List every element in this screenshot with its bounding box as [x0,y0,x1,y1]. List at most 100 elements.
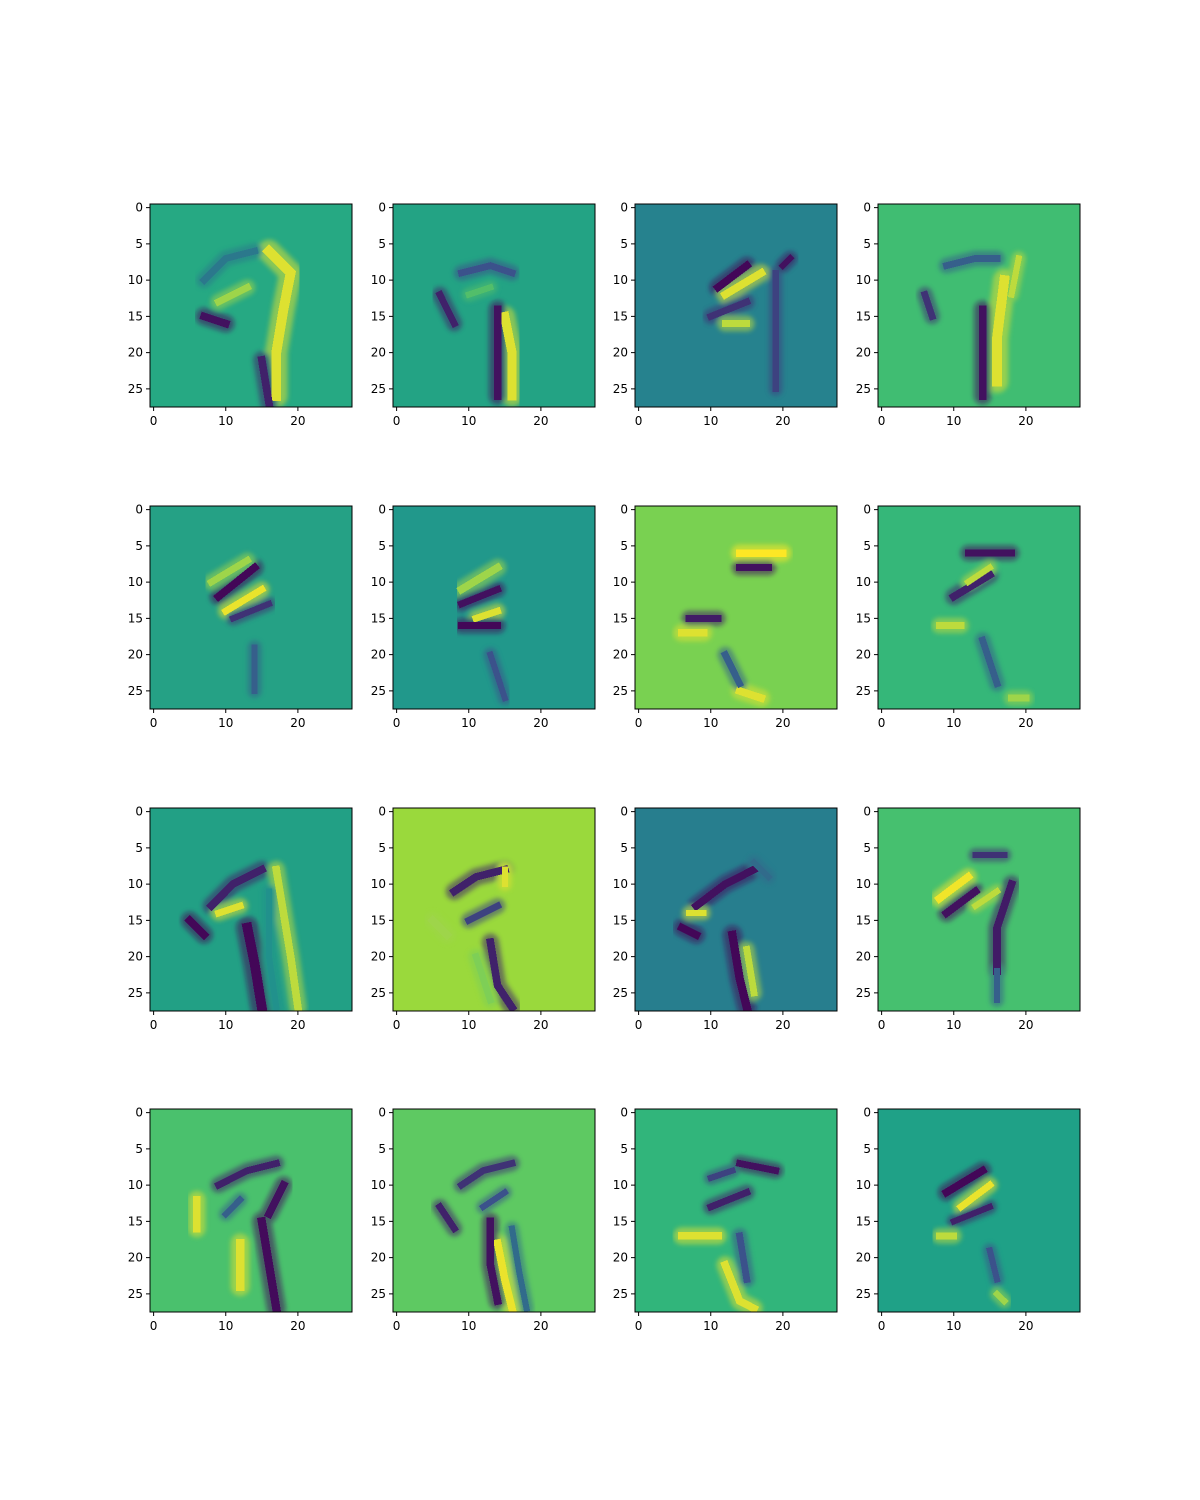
x-tick-label: 0 [878,1018,886,1032]
x-tick-label: 0 [150,414,158,428]
y-tick-label: 0 [620,503,628,517]
feature-stroke [992,274,1010,387]
y-tick-label: 15 [371,611,386,625]
feature-stroke [712,260,753,293]
y-tick-label: 0 [378,805,386,819]
x-tick-label: 10 [218,1319,233,1333]
x-tick-label: 10 [461,414,476,428]
x-tick-label: 0 [150,716,158,730]
feature-stroke [205,864,267,912]
feature-stroke [486,937,518,1011]
feature-stroke [435,290,459,329]
y-tick-label: 25 [856,1287,871,1301]
x-tick-label: 20 [1018,716,1033,730]
feature-stroke [199,246,259,285]
x-tick-label: 0 [150,1319,158,1333]
axes-frame [392,203,596,408]
y-tick-label: 10 [371,575,386,589]
y-tick-label: 25 [613,684,628,698]
y-tick-label: 20 [613,950,628,964]
x-tick-label: 20 [290,716,305,730]
feature-stroke [456,562,503,595]
x-tick-label: 0 [393,1319,401,1333]
feature-stroke [493,1238,517,1312]
panel-2: 0 10 20 0 5 10 15 20 25 [371,201,596,428]
y-tick-label: 15 [128,309,143,323]
feature-stroke [735,1231,751,1284]
x-tick-label: 0 [878,414,886,428]
y-tick-label: 25 [371,684,386,698]
feature-stroke [271,865,303,1011]
feature-stroke [213,562,260,602]
x-tick-label: 10 [946,414,961,428]
x-tick-label: 10 [946,716,961,730]
feature-stroke [213,1159,281,1190]
feature-stroke [221,584,267,616]
feature-stroke [486,1217,503,1306]
y-tick-label: 15 [613,913,628,927]
x-tick-label: 20 [1018,1018,1033,1032]
feature-stroke [478,1188,510,1212]
x-tick-label: 10 [218,414,233,428]
x-tick-label: 10 [703,1319,718,1333]
panel-8: 0 10 20 0 5 10 15 20 25 [856,503,1081,730]
heatmap-background [150,1109,352,1312]
feature-stroke [920,290,937,321]
feature-stroke [719,267,767,300]
feature-stroke [941,1165,988,1198]
y-tick-label: 10 [856,273,871,287]
feature-stroke [263,1180,289,1220]
feature-stroke [464,283,495,299]
y-tick-label: 5 [378,237,386,251]
feature-stroke [933,871,974,904]
x-tick-label: 20 [533,1319,548,1333]
x-tick-label: 10 [218,1018,233,1032]
y-tick-label: 0 [378,1106,386,1120]
feature-stroke [486,650,509,702]
axes-frame [392,1108,596,1313]
y-tick-label: 15 [856,1214,871,1228]
x-tick-label: 10 [703,414,718,428]
y-tick-label: 5 [135,237,143,251]
y-tick-label: 10 [128,1178,143,1192]
y-tick-label: 25 [128,382,143,396]
y-tick-label: 5 [620,539,628,553]
y-tick-label: 15 [128,611,143,625]
feature-stroke [941,886,981,919]
feature-stroke [1007,254,1023,299]
feature-stroke [978,635,1002,688]
axes-frame [634,203,838,408]
x-tick-label: 10 [703,716,718,730]
panel-6: 0 10 20 0 5 10 15 20 25 [371,503,596,730]
y-tick-label: 20 [613,648,628,662]
y-tick-label: 25 [856,684,871,698]
feature-stroke [727,930,752,1011]
y-tick-label: 5 [378,1142,386,1156]
y-tick-label: 25 [128,1287,143,1301]
axes-frame [149,505,353,710]
feature-stroke [949,1202,994,1226]
feature-stroke [257,355,274,407]
panel-15: 0 10 20 0 5 10 15 20 25 [613,1106,838,1333]
axes-frame [149,1108,353,1313]
y-tick-label: 5 [620,841,628,855]
panel-7: 0 10 20 0 5 10 15 20 25 [613,503,838,730]
x-tick-label: 20 [290,1018,305,1032]
y-tick-label: 20 [371,950,386,964]
feature-stroke [706,1166,737,1182]
y-tick-label: 20 [856,1251,871,1265]
panel-14: 0 10 20 0 5 10 15 20 25 [371,1106,596,1333]
y-tick-label: 25 [371,382,386,396]
y-tick-label: 10 [856,575,871,589]
x-tick-label: 10 [946,1018,961,1032]
feature-stroke [706,1187,752,1212]
feature-stroke [241,921,268,1011]
y-tick-label: 0 [135,805,143,819]
y-tick-label: 20 [128,1251,143,1265]
y-tick-label: 20 [371,1251,386,1265]
x-tick-label: 20 [290,1319,305,1333]
y-tick-label: 10 [371,877,386,891]
feature-stroke [986,1246,1001,1284]
y-tick-label: 20 [856,648,871,662]
x-tick-label: 10 [461,716,476,730]
